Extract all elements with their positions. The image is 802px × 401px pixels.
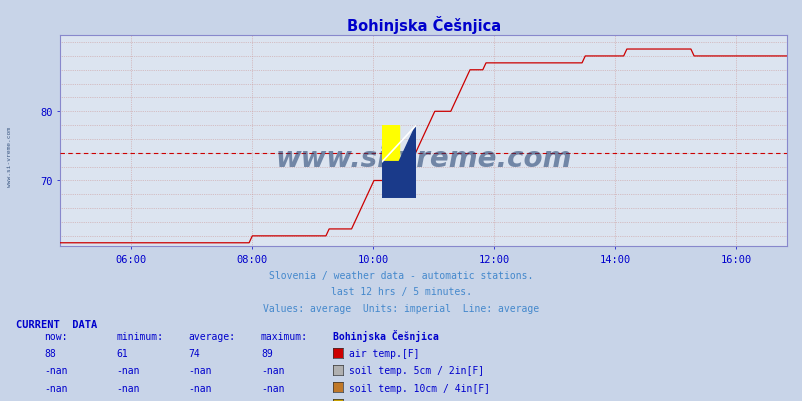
Text: now:: now: [44,331,67,341]
Text: -nan: -nan [188,365,212,375]
Text: -nan: -nan [116,400,140,401]
Text: 89: 89 [261,348,273,358]
Polygon shape [399,126,415,162]
Text: -nan: -nan [261,400,284,401]
Text: Bohinjska Češnjica: Bohinjska Češnjica [333,329,439,341]
Text: -nan: -nan [188,383,212,393]
Text: Values: average  Units: imperial  Line: average: Values: average Units: imperial Line: av… [263,303,539,313]
Text: -nan: -nan [44,400,67,401]
Polygon shape [382,126,415,198]
Text: soil temp. 5cm / 2in[F]: soil temp. 5cm / 2in[F] [349,365,484,375]
Text: -nan: -nan [261,365,284,375]
Text: 88: 88 [44,348,56,358]
Text: -nan: -nan [116,365,140,375]
Text: Slovenia / weather data - automatic stations.: Slovenia / weather data - automatic stat… [269,271,533,281]
Text: -nan: -nan [116,383,140,393]
Bar [382,126,399,162]
Text: average:: average: [188,331,236,341]
Text: soil temp. 10cm / 4in[F]: soil temp. 10cm / 4in[F] [349,383,490,393]
Text: -nan: -nan [188,400,212,401]
Text: 74: 74 [188,348,200,358]
Text: soil temp. 20cm / 8in[F]: soil temp. 20cm / 8in[F] [349,400,490,401]
Text: www.si-vreme.com: www.si-vreme.com [7,126,12,186]
Title: Bohinjska Češnjica: Bohinjska Češnjica [346,16,500,34]
Text: maximum:: maximum: [261,331,308,341]
Text: -nan: -nan [44,383,67,393]
Text: last 12 hrs / 5 minutes.: last 12 hrs / 5 minutes. [330,287,472,297]
Text: CURRENT  DATA: CURRENT DATA [16,319,97,329]
Text: -nan: -nan [44,365,67,375]
Text: minimum:: minimum: [116,331,164,341]
Text: -nan: -nan [261,383,284,393]
Text: 61: 61 [116,348,128,358]
Text: www.si-vreme.com: www.si-vreme.com [275,144,571,172]
Text: air temp.[F]: air temp.[F] [349,348,419,358]
